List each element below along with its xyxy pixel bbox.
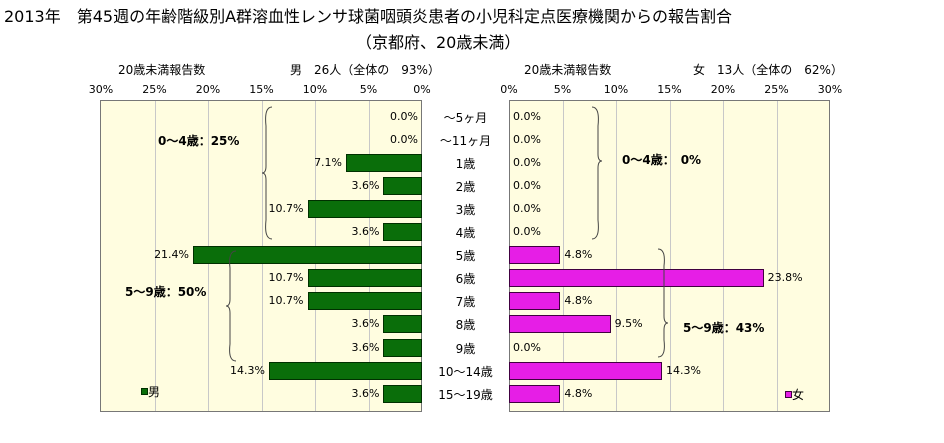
age-label: 9歳 (455, 341, 476, 356)
male-gridline (154, 101, 156, 411)
female-bar (509, 292, 561, 311)
female-bar (509, 384, 561, 403)
female-group-0-4-label: 0～4歳： 0% (622, 153, 702, 167)
male-bar (193, 246, 422, 265)
male-tick-label: 30% (88, 83, 114, 96)
female-tick-label: 25% (764, 83, 789, 96)
age-label: 5歳 (455, 249, 476, 264)
age-label: 4歳 (455, 226, 476, 241)
male-tick-label: 5% (359, 83, 378, 96)
male-header-count-label: 20歳未満報告数 (118, 63, 206, 77)
female-tick-label: 30% (817, 83, 843, 96)
male-data-label: 3.6% (351, 178, 380, 192)
male-bar (383, 176, 422, 195)
age-label: 2歳 (455, 179, 476, 194)
female-gridline (669, 101, 671, 411)
age-label: ～5ヶ月 (443, 110, 488, 125)
age-label: ～11ヶ月 (439, 133, 492, 148)
female-gridline (723, 101, 724, 411)
male-bar (307, 199, 422, 218)
brace-male-0-4 (262, 106, 273, 240)
legend-male: 男 (141, 381, 160, 400)
female-data-label: 0.0% (513, 155, 541, 169)
male-bar (383, 223, 422, 242)
brace-male-5-9 (226, 250, 237, 362)
legend-male-swatch (141, 388, 148, 395)
legend-male-label: 男 (148, 385, 161, 399)
female-data-label: 0.0% (513, 340, 541, 354)
male-group-5-9-label: 5～9歳：50% (125, 285, 207, 299)
age-label: 8歳 (455, 318, 476, 333)
male-data-label: 10.7% (268, 271, 304, 285)
female-header-count-label: 20歳未満報告数 (524, 63, 612, 77)
female-data-label: 0.0% (513, 201, 541, 215)
male-header-total: 男 26人（全体の 93%） (290, 63, 440, 77)
female-data-label: 0.0% (513, 109, 541, 123)
age-label: 7歳 (455, 295, 476, 310)
male-data-label: 21.4% (154, 248, 190, 262)
legend-female-label: 女 (792, 388, 805, 402)
female-data-label: 4.8% (564, 294, 593, 308)
female-data-label: 4.8% (564, 386, 593, 400)
female-bar (509, 269, 764, 288)
female-tick-label: 0% (500, 83, 518, 96)
age-label: 3歳 (455, 202, 476, 217)
female-tick-label: 20% (710, 83, 736, 96)
female-tick-label: 10% (603, 83, 629, 96)
female-data-label: 0.0% (513, 178, 541, 192)
female-tick-label: 15% (657, 83, 682, 96)
male-bar (346, 153, 422, 172)
male-group-0-4-label: 0～4歳：25% (158, 134, 240, 148)
male-tick-label: 20% (195, 83, 221, 96)
age-label: 1歳 (455, 156, 476, 171)
brace-female-0-4 (591, 106, 602, 240)
female-gridline (562, 101, 564, 411)
female-data-label: 4.8% (564, 248, 593, 262)
male-tick-label: 10% (302, 83, 328, 96)
male-bar (307, 292, 422, 311)
male-data-label: 0.0% (390, 132, 418, 146)
male-data-label: 10.7% (268, 201, 304, 215)
male-data-label: 10.7% (268, 294, 304, 308)
female-data-label: 23.8% (767, 271, 803, 285)
female-data-label: 0.0% (513, 132, 541, 146)
female-data-label: 9.5% (614, 317, 643, 331)
male-data-label: 14.3% (230, 363, 265, 377)
age-label: 10～14歳 (438, 364, 493, 379)
female-gridline (616, 101, 617, 411)
male-bar (383, 384, 422, 403)
male-tick-label: 0% (413, 83, 431, 96)
male-bar (383, 338, 422, 357)
female-header-total: 女 13人（全体の 62%） (693, 63, 843, 77)
female-bar (509, 315, 611, 334)
male-data-label: 0.0% (390, 109, 418, 123)
female-gridline (776, 101, 778, 411)
male-data-label: 3.6% (351, 340, 380, 354)
legend-female: 女 (785, 384, 804, 403)
male-bar (307, 269, 422, 288)
male-data-label: 3.6% (351, 317, 380, 331)
male-bar (268, 361, 422, 380)
male-bar (383, 315, 422, 334)
male-tick-label: 15% (249, 83, 274, 96)
male-data-label: 3.6% (351, 386, 380, 400)
age-label: 15～19歳 (438, 387, 493, 402)
female-bar (509, 246, 561, 265)
legend-female-swatch (785, 391, 792, 398)
female-group-5-9-label: 5～9歳：43% (683, 321, 765, 335)
chart-title-line1: 2013年 第45週の年齢階級別A群溶血性レンサ球菌咽頭炎患者の小児科定点医療機… (4, 7, 733, 26)
female-data-label: 14.3% (666, 363, 701, 377)
female-bar (509, 361, 662, 380)
male-tick-label: 25% (142, 83, 167, 96)
male-data-label: 7.1% (314, 155, 343, 169)
brace-female-5-9 (657, 248, 668, 358)
female-data-label: 0.0% (513, 225, 541, 239)
female-tick-label: 5% (553, 83, 572, 96)
age-label: 6歳 (455, 272, 476, 287)
chart-title-line2: （京都府、20歳未満） (356, 33, 521, 52)
male-data-label: 3.6% (351, 225, 380, 239)
